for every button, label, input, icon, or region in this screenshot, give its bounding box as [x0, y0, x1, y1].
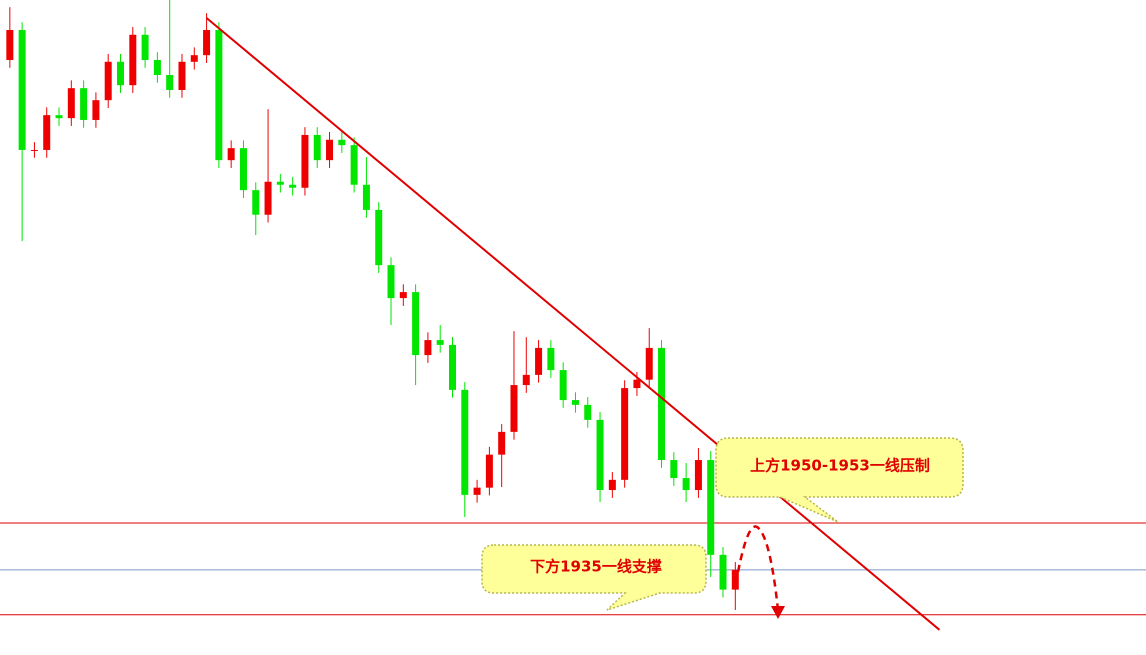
candle-body	[535, 347, 543, 375]
candle-body	[559, 370, 567, 401]
forecast-arrowhead	[771, 606, 785, 619]
candle-body	[633, 379, 641, 389]
candle-body	[141, 34, 149, 60]
candle-body	[399, 292, 407, 299]
callout-support-text: 下方1935一线支撑	[530, 558, 662, 576]
candle-body	[190, 55, 198, 62]
candle-body	[719, 554, 727, 590]
candle-body	[203, 29, 211, 56]
plot	[0, 0, 1146, 631]
candle-body	[522, 374, 530, 386]
candle-body	[227, 148, 235, 161]
candle-body	[350, 145, 358, 185]
candle-body	[18, 29, 26, 150]
forecast-path	[736, 525, 780, 611]
callout-resistance-text: 上方1950-1953一线压制	[750, 457, 930, 475]
candle-body	[301, 134, 309, 188]
callout-support	[481, 544, 707, 611]
candle-body	[731, 569, 739, 590]
candle-body	[584, 404, 592, 420]
candle-body	[658, 347, 666, 461]
candle-body	[276, 181, 284, 185]
candle-body	[313, 134, 321, 161]
candle-body	[596, 419, 604, 491]
candle-body	[129, 34, 137, 86]
candle-body	[461, 389, 469, 495]
candle-body	[621, 388, 629, 480]
candle-body	[412, 292, 420, 356]
candle-body	[473, 487, 481, 495]
candle-body	[215, 29, 223, 161]
candle-body	[498, 431, 506, 455]
candle-body	[67, 88, 75, 119]
trend-line	[205, 17, 941, 631]
candle-body	[448, 344, 456, 390]
candle-body	[30, 149, 38, 151]
candle-body	[92, 100, 100, 120]
candle-body	[436, 340, 444, 345]
candle-body	[117, 61, 125, 86]
candle-body	[707, 460, 715, 555]
candle-body	[55, 115, 63, 119]
candle-body	[547, 347, 555, 371]
candle-body	[43, 115, 51, 150]
candle-body	[670, 460, 678, 479]
candle-body	[338, 139, 346, 146]
candle-body	[252, 190, 260, 215]
candle-body	[510, 385, 518, 432]
candle-body	[6, 29, 14, 60]
candle-body	[571, 400, 579, 405]
candle-body	[239, 148, 247, 191]
candle-body	[264, 181, 272, 215]
candle-body	[289, 184, 297, 188]
candle-body	[166, 74, 174, 90]
candle-body	[608, 479, 616, 491]
candle-body	[362, 184, 370, 210]
candle-body	[153, 59, 161, 75]
candle-body	[694, 460, 702, 491]
candle-body	[645, 347, 653, 380]
candle-body	[387, 265, 395, 299]
candle-body	[682, 478, 690, 491]
callout-resistance	[715, 437, 964, 523]
candle-body	[326, 139, 334, 161]
candle-body	[80, 88, 88, 120]
candle-body	[485, 454, 493, 488]
candle-body	[375, 209, 383, 266]
candle-body	[178, 61, 186, 90]
candle-body	[424, 340, 432, 356]
candle-body	[104, 61, 112, 101]
